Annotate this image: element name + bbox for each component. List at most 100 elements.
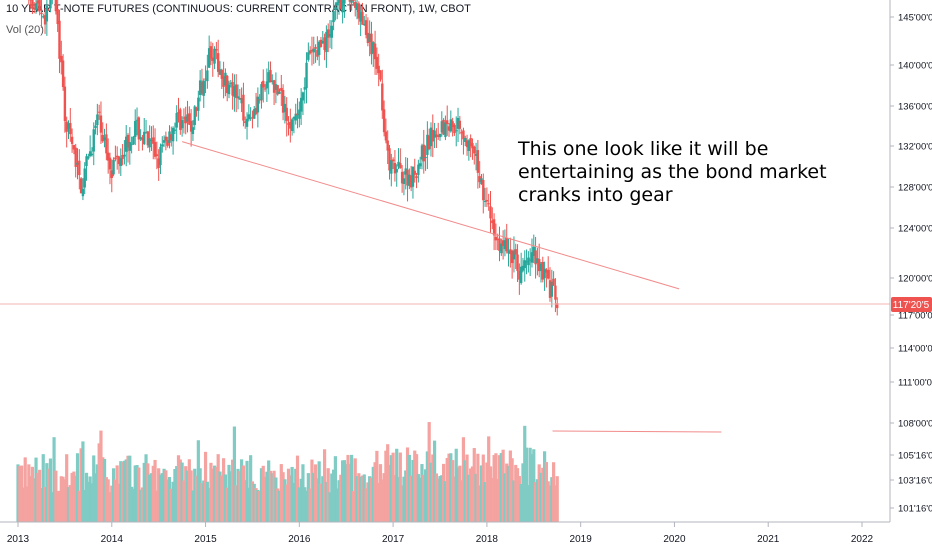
volume-bar bbox=[488, 466, 493, 522]
volume-bar bbox=[20, 465, 24, 522]
candle-body bbox=[155, 154, 159, 156]
volume-bar bbox=[398, 452, 402, 522]
candle-body bbox=[177, 112, 180, 114]
volume-bar bbox=[104, 477, 108, 522]
volume-bar bbox=[285, 484, 289, 522]
candle-body bbox=[438, 133, 442, 138]
y-tick-label: 140'00'0 bbox=[898, 61, 932, 72]
candle-body bbox=[242, 94, 245, 121]
candle-body bbox=[498, 238, 501, 252]
candle-body bbox=[191, 127, 195, 135]
volume-bar bbox=[187, 459, 191, 522]
volume-bar bbox=[286, 468, 291, 522]
volume-bar bbox=[101, 457, 105, 522]
volume-bar bbox=[258, 491, 262, 522]
y-tick-label: 114'00'0 bbox=[898, 344, 932, 355]
candle-body bbox=[36, 0, 40, 4]
candle-body bbox=[126, 134, 130, 148]
volume-bar bbox=[299, 478, 303, 522]
volume-bar bbox=[250, 481, 255, 522]
candle-body bbox=[532, 246, 535, 256]
candle-body bbox=[134, 120, 137, 137]
volume-bar bbox=[171, 481, 175, 522]
volume-bar bbox=[366, 482, 370, 522]
volume-bar bbox=[451, 460, 455, 522]
candle-body bbox=[336, 2, 339, 6]
volume-bar bbox=[368, 476, 372, 522]
candle-body bbox=[352, 0, 355, 1]
candle-body bbox=[72, 145, 76, 150]
candle-body bbox=[215, 49, 218, 51]
candle-body bbox=[60, 55, 63, 63]
volume-bar bbox=[61, 476, 65, 522]
candle-body bbox=[213, 48, 216, 64]
volume-bar bbox=[380, 479, 384, 522]
candle-body bbox=[90, 153, 94, 156]
candle-body bbox=[391, 159, 395, 162]
candle-body bbox=[368, 33, 371, 43]
volume-bar bbox=[288, 475, 292, 522]
volume-bar bbox=[339, 474, 343, 522]
candle-body bbox=[265, 81, 269, 89]
volume-bar bbox=[221, 458, 226, 522]
candle-body bbox=[70, 136, 74, 144]
volume-bar bbox=[56, 490, 60, 522]
candle-body bbox=[305, 62, 308, 89]
candle-body bbox=[204, 78, 207, 80]
candle-body bbox=[548, 280, 552, 298]
volume-bar bbox=[492, 455, 496, 522]
candle-body bbox=[103, 137, 106, 141]
candle-body bbox=[424, 157, 427, 159]
volume-bar bbox=[155, 490, 159, 522]
volume-bar bbox=[207, 487, 211, 522]
candle-body bbox=[207, 48, 211, 68]
volume-bar bbox=[487, 436, 491, 522]
candle-body bbox=[404, 168, 407, 175]
volume-bar bbox=[276, 488, 280, 522]
candle-body bbox=[554, 285, 557, 300]
volume-bar bbox=[423, 469, 428, 522]
candle-body bbox=[384, 131, 388, 141]
volume-bar bbox=[344, 464, 348, 522]
candle-body bbox=[427, 135, 431, 150]
candle-body bbox=[411, 166, 415, 187]
volume-bar bbox=[411, 459, 415, 522]
candle-body bbox=[238, 97, 242, 100]
volume-bar bbox=[194, 475, 199, 522]
candle-body bbox=[292, 116, 296, 119]
volume-bar bbox=[252, 483, 256, 522]
volume-bar bbox=[144, 454, 148, 522]
volume-bar bbox=[550, 477, 554, 522]
candle-body bbox=[449, 119, 453, 132]
volume-bar bbox=[153, 459, 157, 522]
volume-bar bbox=[528, 447, 532, 522]
volume-bar bbox=[176, 455, 181, 522]
y-tick-label: 136'00'0 bbox=[898, 102, 932, 113]
volume-bar bbox=[84, 472, 89, 522]
volume-bar bbox=[371, 466, 375, 522]
volume-bar bbox=[202, 480, 206, 522]
volume-bar bbox=[420, 464, 424, 522]
volume-bar bbox=[461, 437, 466, 522]
candle-body bbox=[476, 150, 480, 173]
candle-body bbox=[478, 176, 481, 183]
candle-body bbox=[363, 23, 366, 26]
candle-body bbox=[67, 123, 70, 129]
candle-body bbox=[395, 168, 398, 173]
volume-bar bbox=[223, 474, 227, 522]
volume-bar bbox=[425, 451, 429, 522]
candlesticks bbox=[28, 0, 559, 316]
candle-body bbox=[119, 158, 122, 166]
candle-body bbox=[135, 119, 139, 121]
y-tick-label: 120'00'0 bbox=[898, 274, 932, 285]
candle-body bbox=[464, 137, 467, 143]
candle-body bbox=[518, 270, 521, 280]
candle-body bbox=[326, 29, 330, 38]
volume-bar bbox=[196, 440, 200, 522]
candle-body bbox=[429, 127, 433, 147]
volume-bar bbox=[465, 454, 469, 522]
candle-body bbox=[348, 0, 352, 2]
candle-body bbox=[216, 53, 220, 72]
y-tick-label: 105'16'0 bbox=[898, 451, 932, 462]
